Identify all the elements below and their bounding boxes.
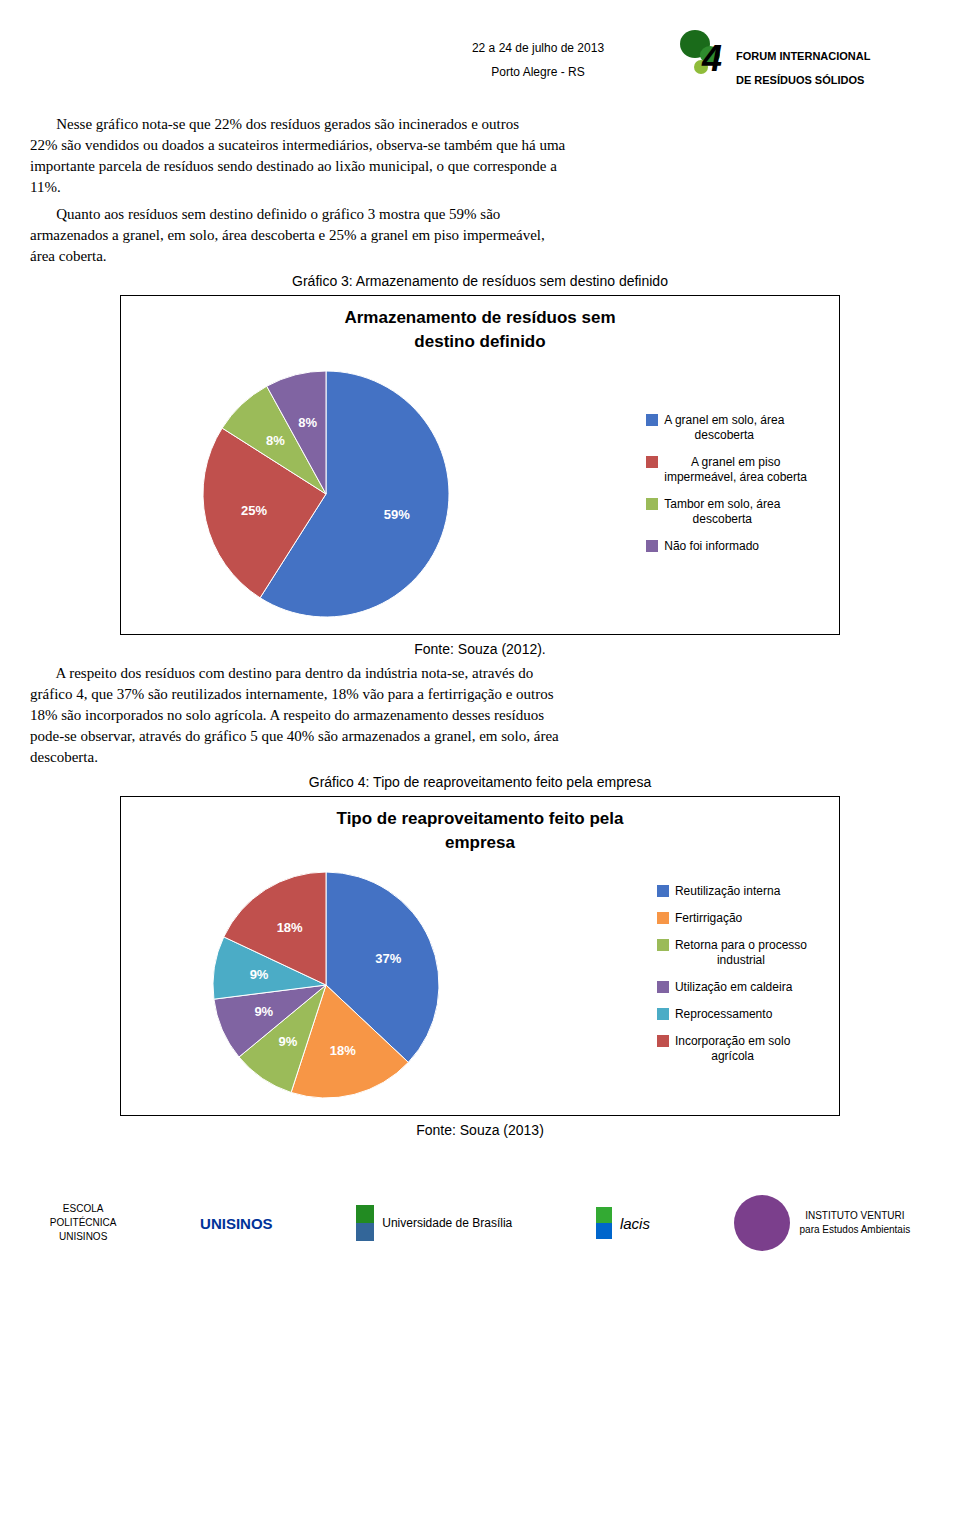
- svg-text:37%: 37%: [375, 951, 401, 966]
- html-text:importante parcela de resíduos: importante parcela de resíduos sendo des…: [30, 158, 557, 174]
- html-text:Retorna para o processo indust: Retorna para o processo industrial: [674, 938, 807, 967]
- html-text:Fertirrigação: Fertirrigação: [674, 911, 743, 925]
- html-text:4: 4: [702, 38, 722, 79]
- html-text:22 a 24 de julho de 2013: 22 a 24 de julho de 2013: [471, 41, 605, 55]
- svg-text:9%: 9%: [278, 1034, 297, 1049]
- html-text:área coberta.: área coberta.: [30, 248, 107, 264]
- svg-text:9%: 9%: [254, 1004, 273, 1019]
- html-text:Fonte: Souza (2013): Fonte: Souza (2013): [416, 1122, 544, 1138]
- html-text:Gráfico 3: Armazenamento de re: Gráfico 3: Armazenamento de resíduos sem…: [292, 273, 668, 289]
- svg-text:8%: 8%: [298, 415, 317, 430]
- html-text:Não foi informado: Não foi informado: [664, 538, 759, 553]
- svg-text:59%: 59%: [384, 507, 410, 522]
- html-text:Gráfico 4: Tipo de reaproveita: Gráfico 4: Tipo de reaproveitamento feit…: [308, 774, 652, 790]
- html-text:DE RESÍDUOS SÓLIDOS: DE RESÍDUOS SÓLIDOS: [736, 74, 865, 86]
- svg-text:25%: 25%: [241, 503, 267, 518]
- html-text:ESCOLA POLITÉCNICA UNISINOS: ESCOLA POLITÉCNICA UNISINOS: [49, 1203, 117, 1242]
- html-text:Reutilização interna: Reutilização interna: [674, 884, 781, 898]
- html-text:22% são vendidos ou doados a s: 22% são vendidos ou doados a sucateiros …: [30, 137, 566, 153]
- html-text:gráfico 4, que 37% são reutili: gráfico 4, que 37% são reutilizados inte…: [30, 686, 554, 702]
- html-text:armazenados a granel, em solo,: armazenados a granel, em solo, área desc…: [30, 227, 545, 243]
- html-text:Fonte: Souza (2012).: Fonte: Souza (2012).: [414, 641, 546, 657]
- html-text:Universidade de Brasília: Universidade de Brasília: [382, 1216, 513, 1230]
- html-text:Incorporação em solo agrícola: Incorporação em solo agrícola: [674, 1034, 791, 1063]
- html-text:Armazenamento de resíduos sem: Armazenamento de resíduos sem destino de…: [344, 308, 616, 351]
- html-text:Utilização em caldeira: Utilização em caldeira: [674, 980, 793, 994]
- html-text:Tipo de reaproveitamento feito: Tipo de reaproveitamento feito pela empr…: [336, 809, 624, 852]
- html-text:Porto Alegre - RS: Porto Alegre - RS: [491, 65, 585, 79]
- html-text:Quanto aos resíduos sem destin: Quanto aos resíduos sem destino definido…: [30, 206, 501, 222]
- html-text:pode-se observar, através do g: pode-se observar, através do gráfico 5 q…: [30, 728, 559, 744]
- html-text:lacis: lacis: [619, 1214, 650, 1232]
- svg-text:9%: 9%: [250, 967, 269, 982]
- html-text:A granel em solo, área descobe: A granel em solo, área descoberta: [664, 412, 785, 442]
- html-text:11%.: 11%.: [30, 179, 61, 195]
- html-text:A granel em piso impermeável,: A granel em piso impermeável, área cober…: [664, 454, 807, 484]
- html-text:Reprocessamento: Reprocessamento: [674, 1007, 773, 1021]
- svg-text:8%: 8%: [266, 433, 285, 448]
- svg-text:18%: 18%: [277, 920, 303, 935]
- html-text:18% são incorporados no solo a: 18% são incorporados no solo agrícola. A…: [30, 707, 544, 723]
- html-text:A respeito dos resíduos com de: A respeito dos resíduos com destino para…: [30, 665, 534, 681]
- html-text:Nesse gráfico nota-se que 22%: Nesse gráfico nota-se que 22% dos resídu…: [30, 116, 519, 132]
- html-text:descoberta.: descoberta.: [30, 749, 98, 765]
- html-text:FORUM INTERNACIONAL: FORUM INTERNACIONAL: [736, 50, 871, 62]
- svg-text:18%: 18%: [330, 1043, 356, 1058]
- html-text:INSTITUTO VENTURI para Estudos: INSTITUTO VENTURI para Estudos Ambientai…: [799, 1210, 911, 1235]
- html-text:UNISINOS: UNISINOS: [200, 1214, 273, 1232]
- html-text:Tambor em solo, área descobert: Tambor em solo, área descoberta: [664, 496, 781, 526]
